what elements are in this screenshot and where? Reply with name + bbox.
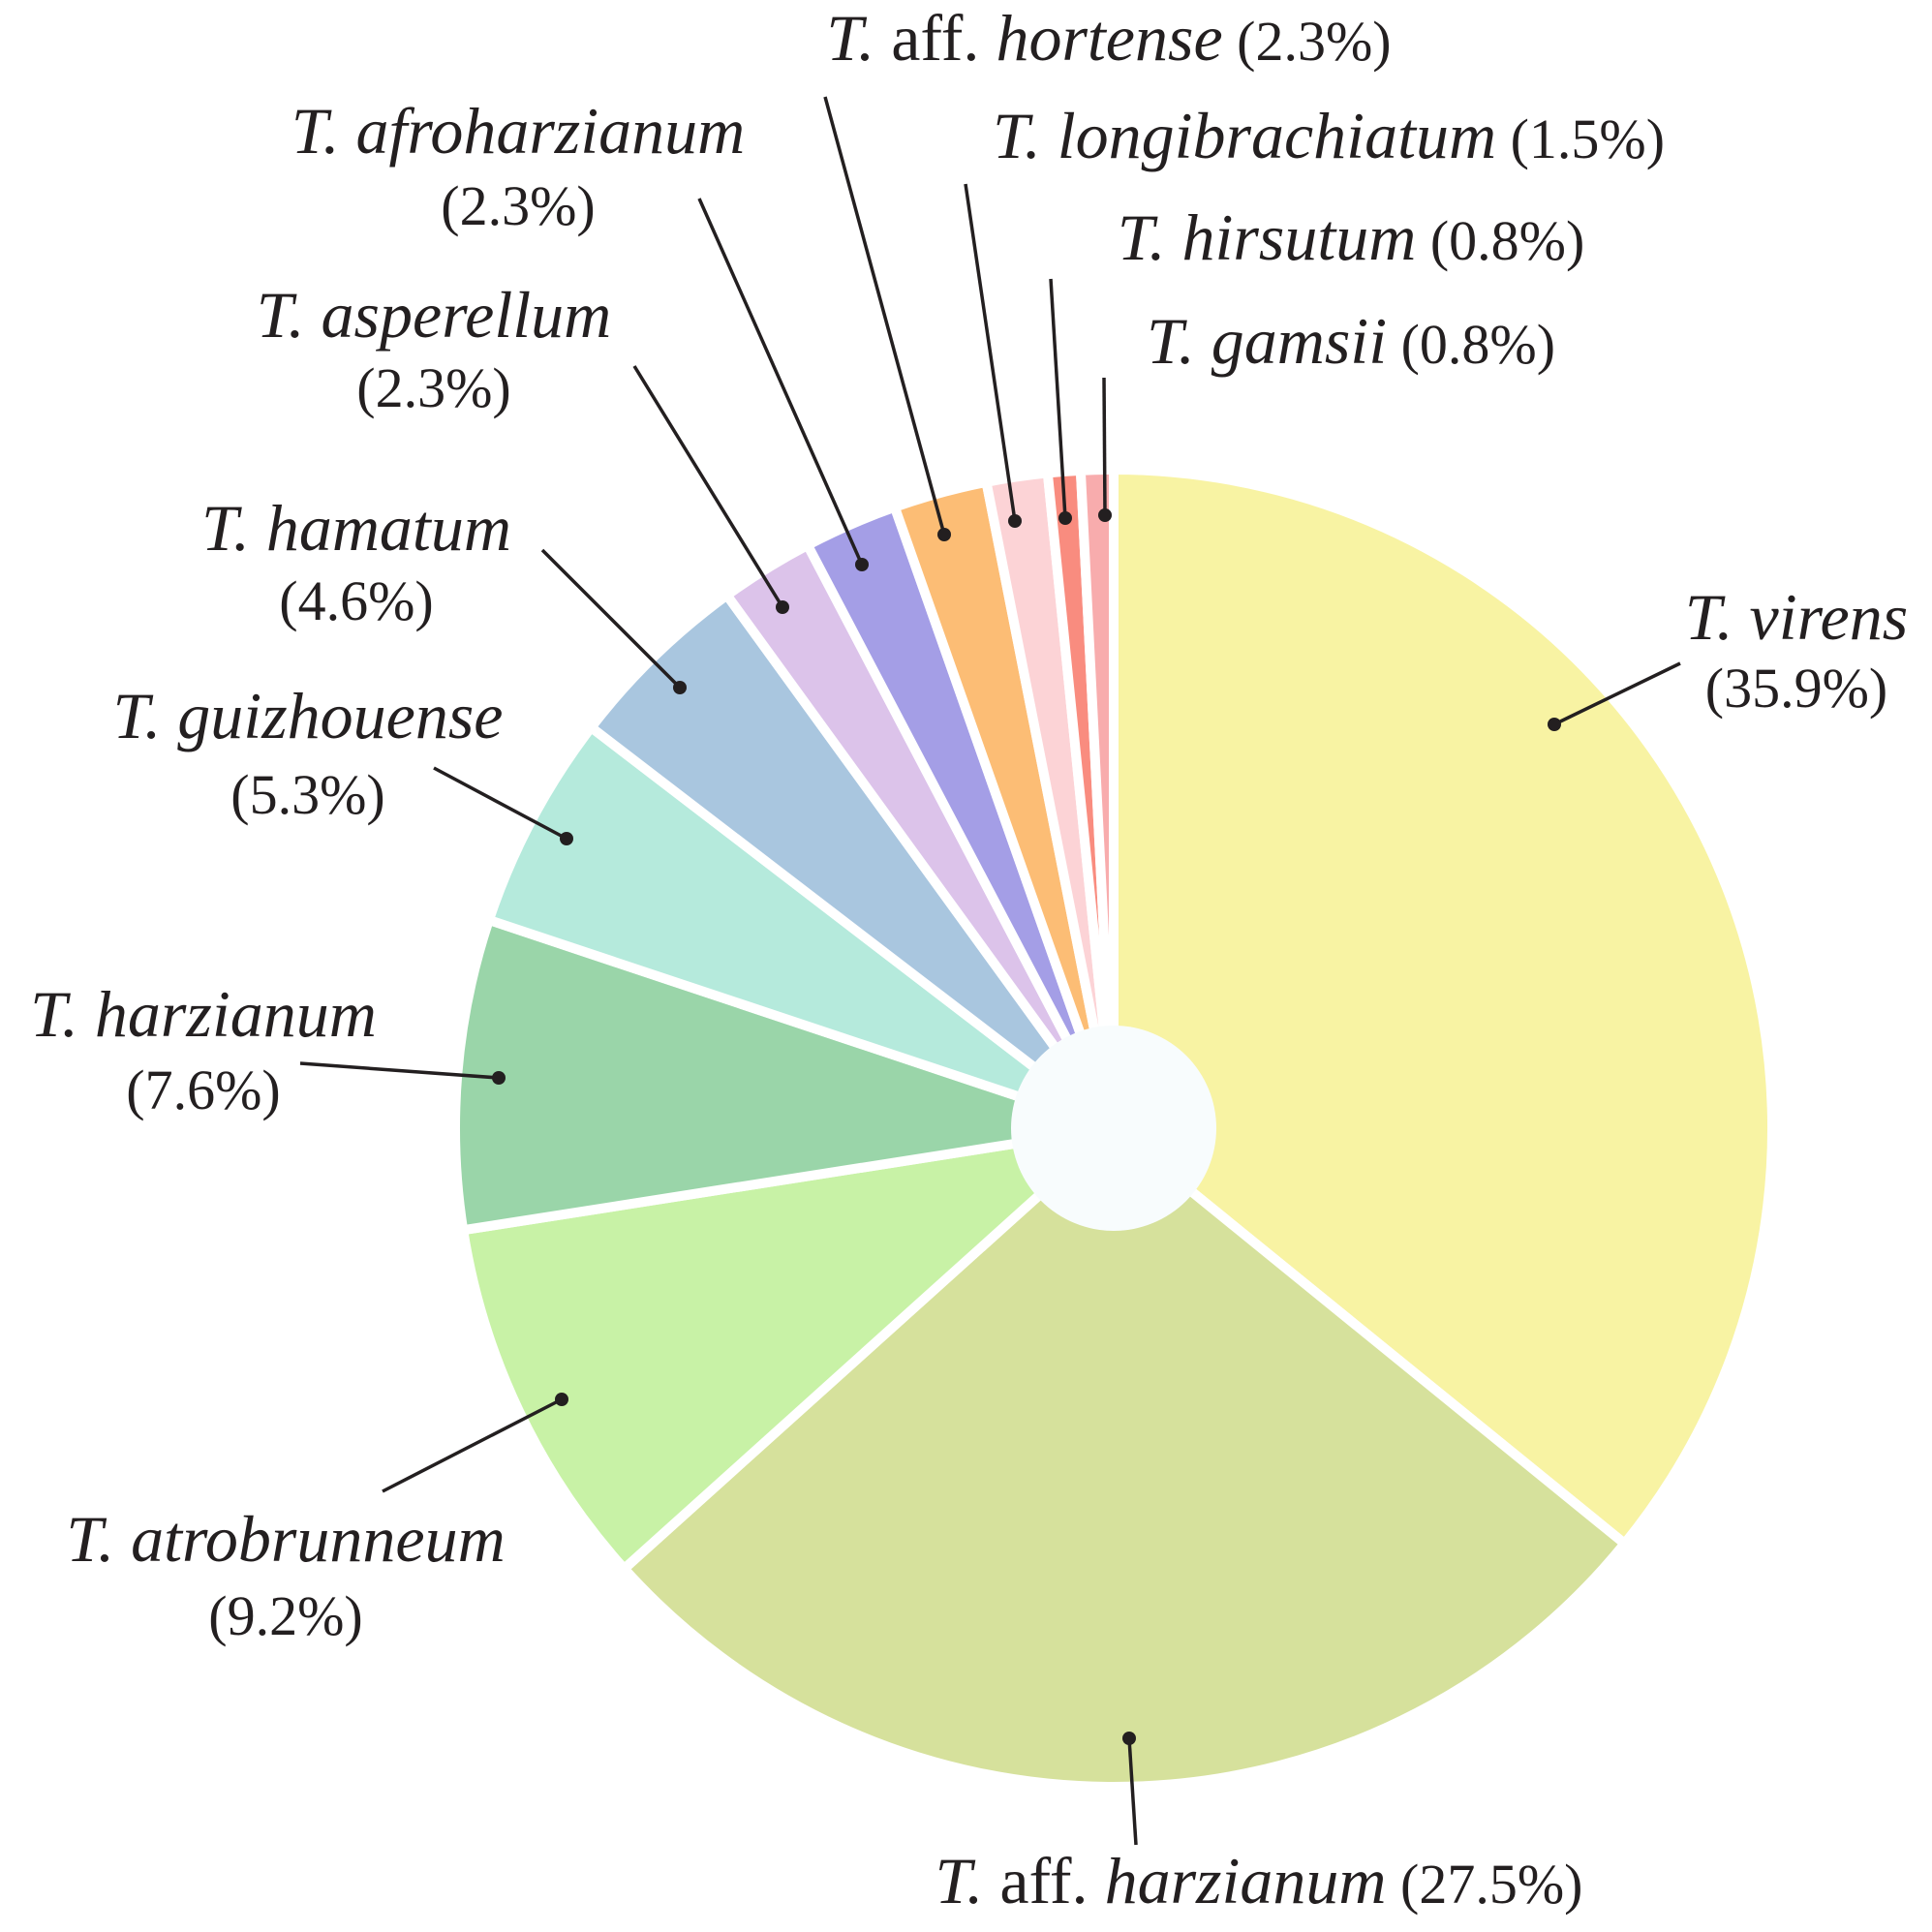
leader-line	[382, 1397, 563, 1493]
slice-labels: T. virens(35.9%)T. aff. harzianum (27.5%…	[30, 1, 1908, 1917]
pie-slice-gamsii	[1075, 464, 1119, 1129]
slice-label-name: T. virens	[1685, 580, 1908, 654]
slice-label-name: T. asperellum	[257, 278, 611, 352]
slice-label-epithet: hortense	[996, 1, 1222, 75]
leader-line	[433, 766, 567, 841]
slice-label-genus: T.	[935, 1844, 1000, 1917]
slice-label-percent: (5.3%)	[230, 763, 384, 826]
pie-slices	[450, 464, 1777, 1792]
pie-slice-atrobrunneum	[457, 1120, 1129, 1576]
slice-label-genus: T.	[257, 278, 322, 352]
leader-dot	[1122, 1732, 1136, 1745]
slice-label-qualifier: aff.	[999, 1844, 1104, 1917]
leader-dot	[1058, 511, 1072, 525]
leader-line	[823, 96, 946, 536]
leader-dot	[492, 1071, 506, 1085]
slice-label-genus: T.	[993, 99, 1058, 172]
leader-line	[299, 1061, 500, 1080]
slice-label-percent: (1.5%)	[1496, 107, 1665, 170]
slice-label-percent: (2.3%)	[441, 174, 595, 237]
slice-label-epithet: afroharzianum	[356, 94, 746, 168]
slice-label-name: T. guizhouense	[113, 679, 504, 752]
slice-label-epithet: longibrachiatum	[1058, 99, 1496, 172]
slice-label-percent: (0.8%)	[1387, 313, 1555, 376]
slice-label-name: T. hamatum	[201, 491, 511, 565]
leader-dot	[1008, 514, 1022, 528]
slice-label-epithet: atrobrunneum	[131, 1502, 506, 1576]
slice-label-percent: (27.5%)	[1387, 1853, 1583, 1916]
slice-label-genus: T.	[291, 94, 356, 168]
leader-dot	[776, 600, 789, 614]
slice-label-genus: T.	[1118, 200, 1182, 274]
leader-dot	[673, 681, 687, 694]
slice-label-percent: (2.3%)	[356, 356, 510, 419]
slice-label-percent: (35.9%)	[1705, 657, 1887, 720]
leader-line	[697, 198, 864, 566]
slice-label-genus: T.	[201, 491, 266, 565]
pie-slice-virens	[1109, 464, 1777, 1550]
slice-label-name: T. atrobrunneum	[66, 1502, 505, 1576]
slice-label-percent: (9.2%)	[208, 1584, 362, 1647]
slice-label-name: T. harzianum	[30, 977, 377, 1051]
slice-label-genus: T.	[1147, 304, 1211, 378]
slice-label-qualifier: aff.	[891, 1, 996, 75]
slice-label: T. gamsii (0.8%)	[1147, 304, 1555, 378]
leader-line	[1127, 1737, 1138, 1846]
slice-label-genus: T.	[113, 679, 178, 752]
slice-label-epithet: hirsutum	[1182, 200, 1417, 274]
leader-dot	[855, 558, 869, 571]
leader-line	[1049, 278, 1067, 519]
leader-dot	[555, 1393, 568, 1406]
slice-label-epithet: guizhouense	[177, 679, 503, 752]
slice-label-genus: T.	[826, 1, 891, 75]
slice-label-genus: T.	[1685, 580, 1750, 654]
slice-label: T. aff. hortense (2.3%)	[826, 1, 1391, 75]
slice-label-epithet: hamatum	[266, 491, 511, 565]
leader-dot	[1548, 718, 1561, 731]
leader-lines	[299, 96, 1681, 1846]
leader-line	[964, 183, 1017, 522]
leader-dot	[937, 528, 951, 541]
leader-dot	[560, 832, 573, 845]
slice-label-epithet: virens	[1750, 580, 1909, 654]
slice-label: T. hirsutum (0.8%)	[1118, 200, 1585, 274]
slice-label-percent: (4.6%)	[279, 569, 433, 632]
slice-label-percent: (0.8%)	[1416, 209, 1584, 272]
slice-label-epithet: gamsii	[1211, 304, 1387, 378]
slice-label-genus: T.	[30, 977, 95, 1051]
leader-line	[1553, 661, 1681, 726]
slice-label-epithet: harzianum	[1105, 1844, 1387, 1917]
slice-label-epithet: asperellum	[322, 278, 612, 352]
leader-line	[540, 548, 682, 690]
leader-line	[1102, 377, 1107, 516]
leader-dot	[1098, 508, 1112, 522]
slice-label-percent: (7.6%)	[126, 1058, 280, 1121]
donut-center-hole	[1011, 1026, 1216, 1231]
pie-slice-aff-harzianum	[617, 1121, 1632, 1792]
pie-slice-hamatum	[584, 588, 1119, 1132]
slice-label: T. aff. harzianum (27.5%)	[935, 1844, 1583, 1917]
leader-line	[632, 365, 784, 608]
slice-label-epithet: harzianum	[95, 977, 377, 1051]
slice-label-genus: T.	[66, 1502, 131, 1576]
slice-label-percent: (2.3%)	[1223, 10, 1392, 73]
slice-label: T. longibrachiatum (1.5%)	[993, 99, 1665, 172]
slice-label-name: T. afroharzianum	[291, 94, 746, 168]
